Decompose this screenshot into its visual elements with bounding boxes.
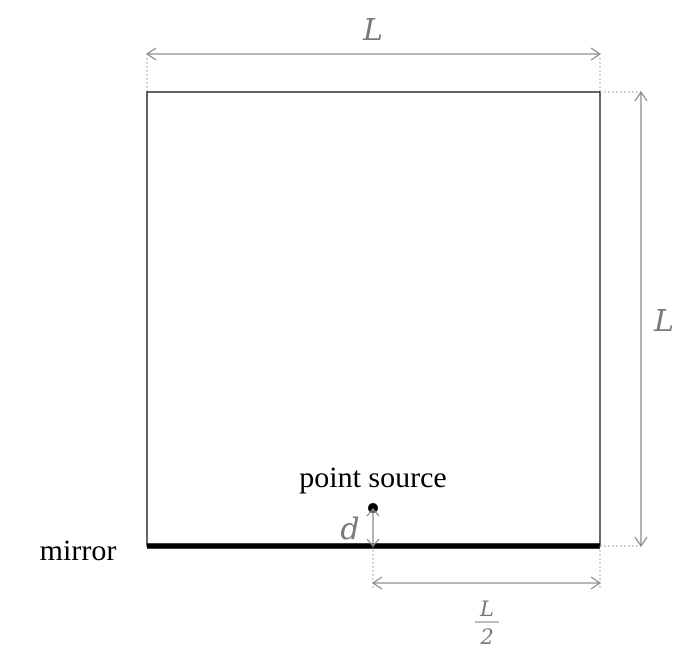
top-dimension-label: L <box>362 13 383 48</box>
top-dim-right-arrowhead <box>590 47 602 61</box>
mirror-label: mirror <box>40 534 117 567</box>
half-dimension-numerator: L <box>479 597 494 621</box>
right-dim-bottom-arrowhead <box>634 536 648 548</box>
top-dim-left-arrowhead <box>145 47 157 61</box>
point-source-label: point source <box>299 461 446 494</box>
right-dimension-label: L <box>653 304 674 339</box>
half-dimension-denominator: 2 <box>479 625 493 649</box>
offset-dim-top-arrowhead <box>366 508 380 517</box>
right-dim-top-arrowhead <box>634 90 648 102</box>
half-dim-left-arrowhead <box>371 576 383 590</box>
offset-dimension-label: d <box>340 512 359 547</box>
point-source-dot <box>368 503 378 513</box>
half-dim-right-arrowhead <box>590 576 602 590</box>
